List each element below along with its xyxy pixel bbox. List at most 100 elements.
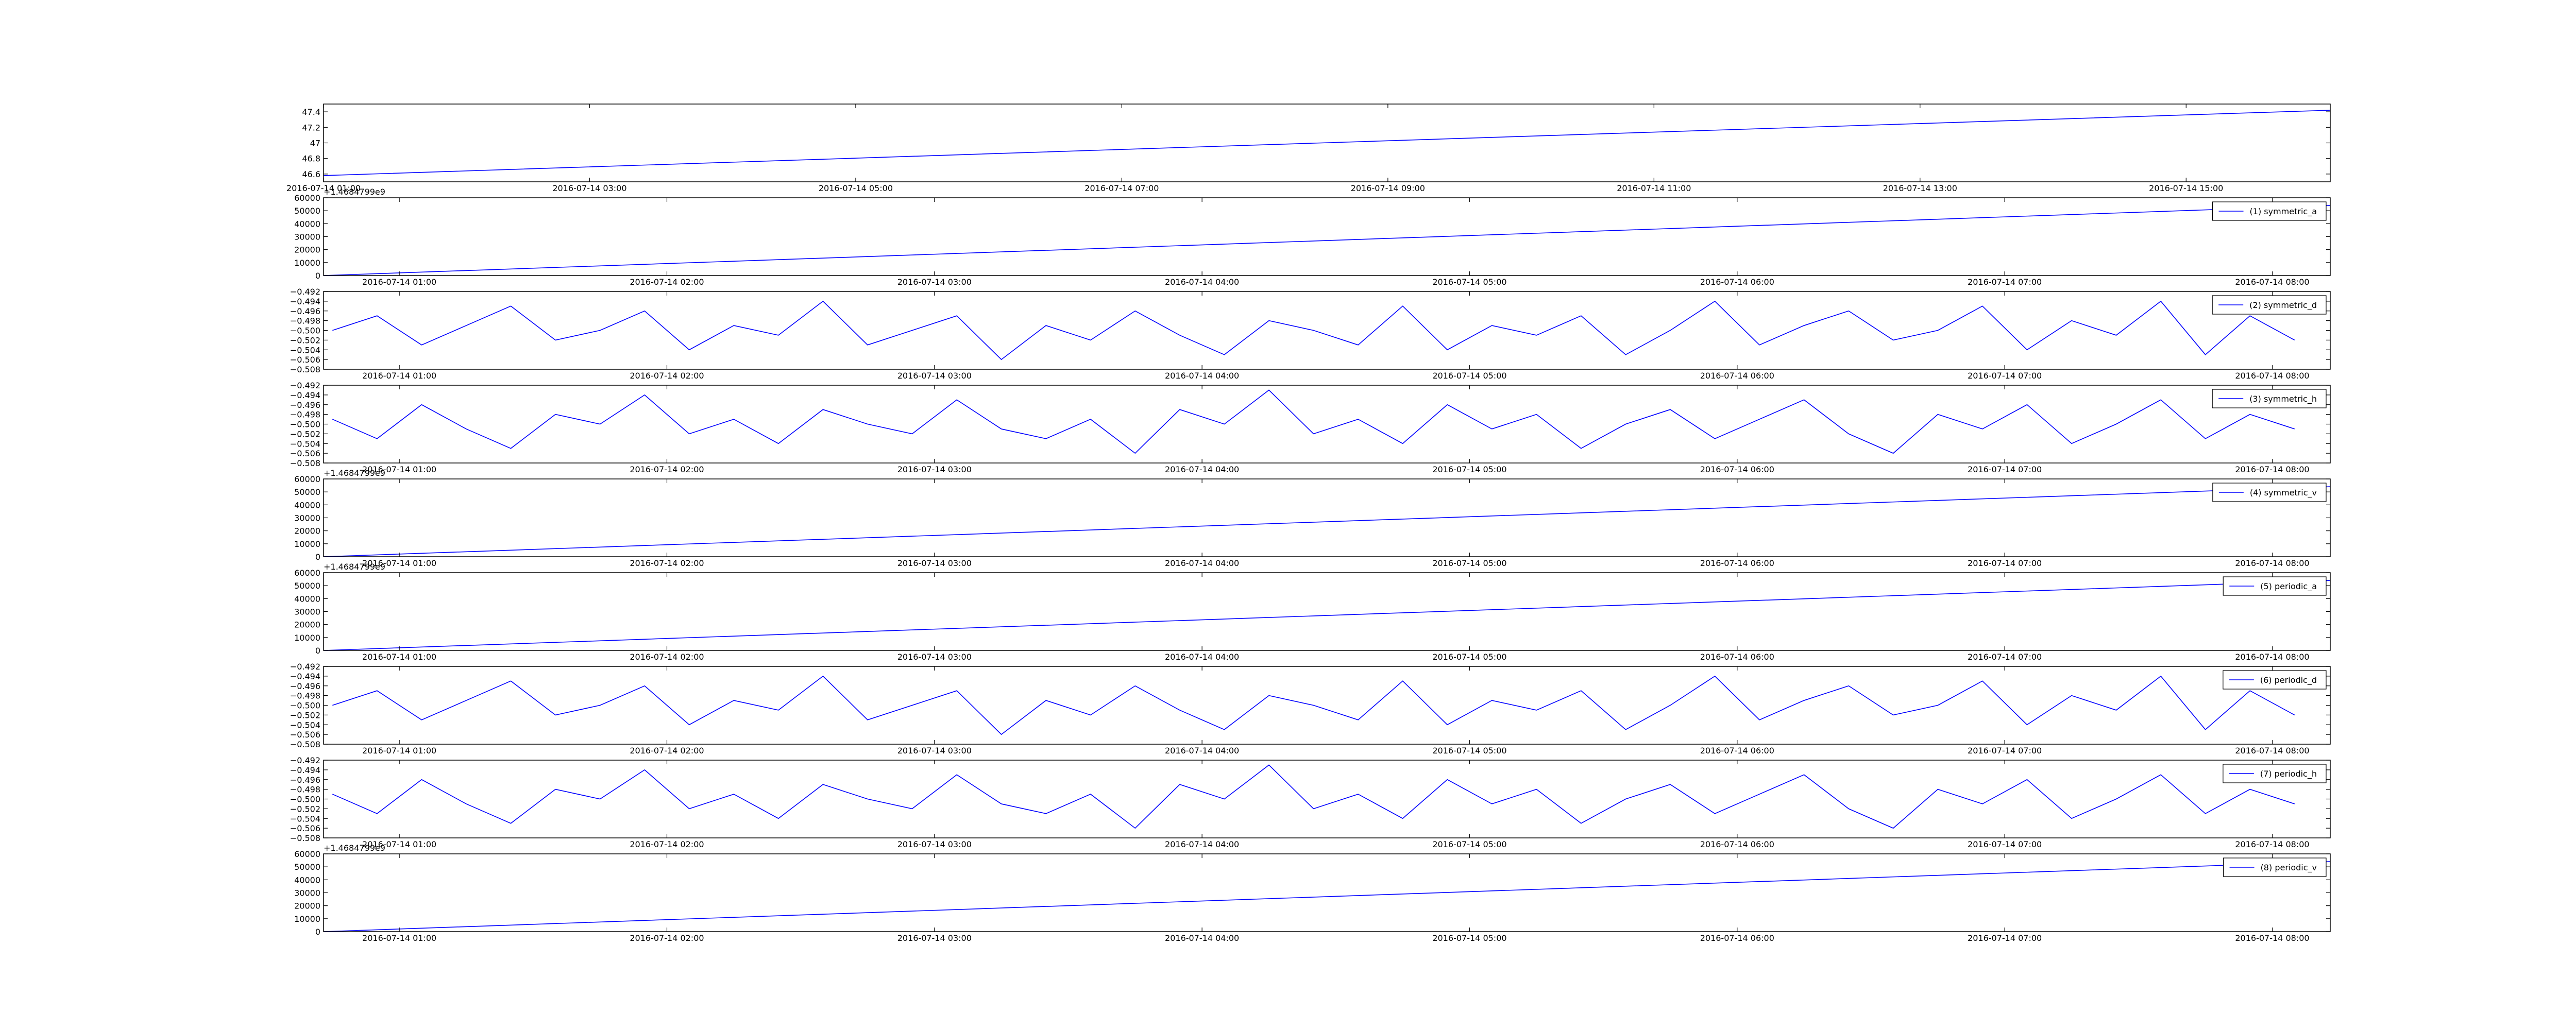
x-tick-label: 2016-07-14 09:00 bbox=[1351, 183, 1425, 193]
y-tick-label: −0.498 bbox=[290, 316, 320, 326]
y-tick-label: −0.506 bbox=[290, 823, 320, 833]
y-tick-label: −0.500 bbox=[290, 326, 320, 336]
x-tick-label: 2016-07-14 06:00 bbox=[1700, 933, 1774, 943]
data-line bbox=[332, 300, 2295, 360]
subplot: 2016-07-14 01:00 2016-07-14 03:00 2016-07-… bbox=[286, 104, 2331, 193]
y-tick-label: −0.504 bbox=[290, 345, 320, 355]
x-tick-label: 2016-07-14 01:00 bbox=[362, 371, 436, 381]
x-tick-label: 2016-07-14 03:00 bbox=[897, 746, 972, 756]
subplot: 2016-07-14 01:00 2016-07-14 02:00 2016-07-… bbox=[294, 468, 2331, 568]
x-tick-label: 2016-07-14 07:00 bbox=[1968, 933, 2042, 943]
offset-text: +1.4684799e9 bbox=[324, 562, 385, 572]
data-line bbox=[332, 764, 2295, 829]
x-tick-label: 2016-07-14 05:00 bbox=[1432, 558, 1506, 568]
legend: (1) symmetric_a bbox=[2212, 201, 2327, 221]
x-tick-label: 2016-07-14 08:00 bbox=[2235, 465, 2309, 474]
offset-text: +1.4684799e9 bbox=[324, 843, 385, 853]
y-tick-label: −0.502 bbox=[290, 429, 320, 439]
x-tick-label: 2016-07-14 05:00 bbox=[1432, 652, 1506, 662]
x-tick-label: 2016-07-14 06:00 bbox=[1700, 277, 1774, 287]
y-tick-label: 0 bbox=[315, 927, 320, 937]
data-line bbox=[324, 580, 2330, 650]
subplot: 2016-07-14 01:00 2016-07-14 02:00 2016-07-… bbox=[294, 562, 2331, 662]
x-tick-label: 2016-07-14 02:00 bbox=[630, 277, 704, 287]
y-tick-label: 20000 bbox=[294, 901, 320, 911]
y-tick-label: −0.506 bbox=[290, 730, 320, 740]
x-tick-label: 2016-07-14 04:00 bbox=[1165, 465, 1239, 474]
y-tick-label: −0.494 bbox=[290, 672, 320, 681]
y-tick-label: 30000 bbox=[294, 513, 320, 523]
x-tick-label: 2016-07-14 01:00 bbox=[362, 839, 436, 849]
legend-label: (8) periodic_v bbox=[2261, 863, 2317, 873]
x-tick-label: 2016-07-14 05:00 bbox=[1432, 371, 1506, 381]
y-tick-label: −0.506 bbox=[290, 355, 320, 365]
data-line bbox=[324, 110, 2330, 176]
y-tick-label: 20000 bbox=[294, 526, 320, 536]
y-tick-label: −0.492 bbox=[290, 662, 320, 672]
legend-label: (1) symmetric_a bbox=[2250, 207, 2317, 217]
legend: (7) periodic_h bbox=[2223, 764, 2327, 783]
x-tick-label: 2016-07-14 07:00 bbox=[1968, 371, 2042, 381]
x-tick-label: 2016-07-14 01:00 bbox=[286, 183, 361, 193]
x-tick-label: 2016-07-14 02:00 bbox=[630, 558, 704, 568]
x-tick-label: 2016-07-14 04:00 bbox=[1165, 558, 1239, 568]
y-tick-label: 50000 bbox=[294, 581, 320, 591]
x-tick-label: 2016-07-14 08:00 bbox=[2235, 371, 2309, 381]
legend-label: (5) periodic_a bbox=[2260, 581, 2317, 592]
x-tick-label: 2016-07-14 07:00 bbox=[1968, 465, 2042, 474]
y-tick-label: −0.500 bbox=[290, 795, 320, 804]
x-tick-label: 2016-07-14 07:00 bbox=[1968, 558, 2042, 568]
subplot: 2016-07-14 01:00 2016-07-14 02:00 2016-07-… bbox=[294, 843, 2331, 943]
y-tick-label: 60000 bbox=[294, 568, 320, 578]
y-tick-label: −0.498 bbox=[290, 410, 320, 420]
x-tick-label: 2016-07-14 06:00 bbox=[1700, 652, 1774, 662]
legend: (6) periodic_d bbox=[2223, 670, 2327, 690]
y-tick-label: 30000 bbox=[294, 232, 320, 242]
x-tick-label: 2016-07-14 07:00 bbox=[1968, 839, 2042, 849]
x-tick-label: 2016-07-14 05:00 bbox=[1432, 277, 1506, 287]
y-tick-label: 10000 bbox=[294, 258, 320, 268]
x-tick-label: 2016-07-14 01:00 bbox=[362, 558, 436, 568]
x-tick-label: 2016-07-14 05:00 bbox=[1432, 465, 1506, 474]
y-tick-label: 10000 bbox=[294, 539, 320, 549]
x-tick-label: 2016-07-14 08:00 bbox=[2235, 558, 2309, 568]
x-tick-label: 2016-07-14 08:00 bbox=[2235, 277, 2309, 287]
y-tick-label: 47.4 bbox=[302, 107, 320, 117]
x-tick-label: 2016-07-14 03:00 bbox=[897, 277, 972, 287]
subplot: 2016-07-14 01:00 2016-07-14 02:00 2016-07-… bbox=[290, 287, 2331, 381]
x-tick-label: 2016-07-14 06:00 bbox=[1700, 839, 1774, 849]
legend: (8) periodic_v bbox=[2223, 857, 2327, 877]
y-tick-label: −0.498 bbox=[290, 785, 320, 795]
y-tick-label: 60000 bbox=[294, 193, 320, 203]
x-tick-label: 2016-07-14 01:00 bbox=[362, 746, 436, 756]
legend-label: (6) periodic_d bbox=[2260, 675, 2317, 685]
y-tick-label: −0.502 bbox=[290, 335, 320, 345]
x-tick-label: 2016-07-14 04:00 bbox=[1165, 371, 1239, 381]
y-tick-label: −0.500 bbox=[290, 701, 320, 711]
x-tick-label: 2016-07-14 05:00 bbox=[1432, 746, 1506, 756]
x-tick-label: 2016-07-14 02:00 bbox=[630, 652, 704, 662]
y-tick-label: −0.504 bbox=[290, 439, 320, 449]
x-tick-label: 2016-07-14 02:00 bbox=[630, 746, 704, 756]
y-tick-label: 10000 bbox=[294, 633, 320, 643]
y-tick-label: 0 bbox=[315, 271, 320, 281]
y-tick-label: 47 bbox=[310, 139, 320, 148]
legend: (5) periodic_a bbox=[2223, 576, 2327, 596]
offset-text: +1.4684799e9 bbox=[324, 187, 385, 197]
x-tick-label: 2016-07-14 07:00 bbox=[1968, 652, 2042, 662]
y-tick-label: −0.506 bbox=[290, 449, 320, 458]
y-tick-label: 60000 bbox=[294, 474, 320, 484]
y-tick-label: −0.504 bbox=[290, 814, 320, 823]
y-tick-label: −0.504 bbox=[290, 720, 320, 730]
x-tick-label: 2016-07-14 01:00 bbox=[362, 277, 436, 287]
x-tick-label: 2016-07-14 08:00 bbox=[2235, 652, 2309, 662]
y-tick-label: −0.492 bbox=[290, 756, 320, 765]
data-line bbox=[324, 486, 2330, 557]
y-tick-label: −0.502 bbox=[290, 710, 320, 720]
y-tick-label: −0.496 bbox=[290, 775, 320, 785]
y-tick-label: 50000 bbox=[294, 206, 320, 216]
y-tick-label: 30000 bbox=[294, 607, 320, 617]
y-tick-label: 40000 bbox=[294, 875, 320, 885]
